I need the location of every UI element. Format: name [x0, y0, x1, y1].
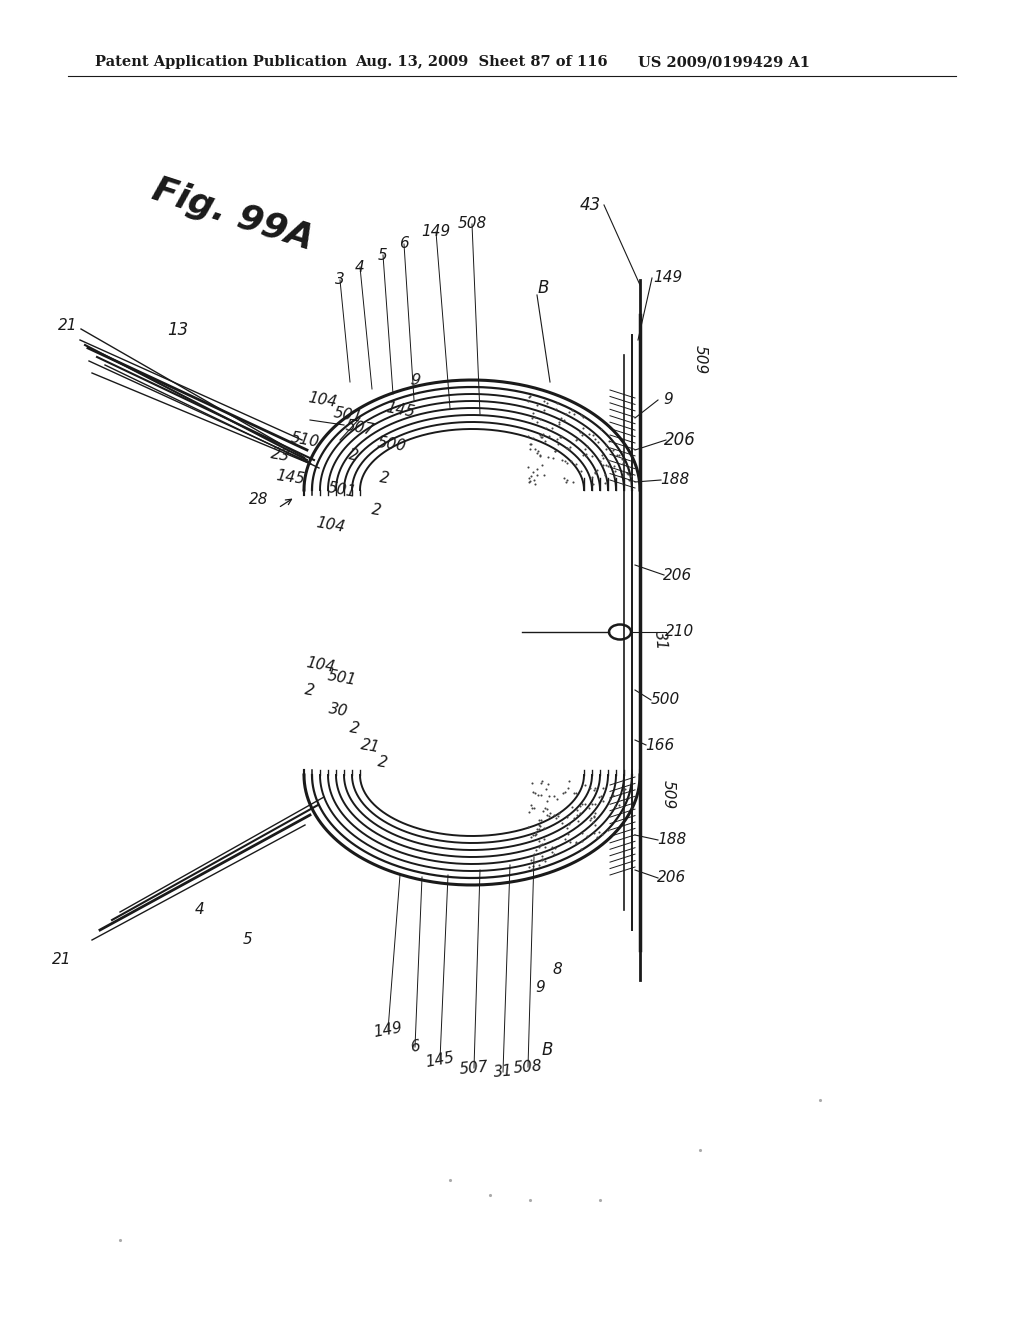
Text: Patent Application Publication: Patent Application Publication [95, 55, 347, 69]
Ellipse shape [609, 624, 631, 639]
Text: 9: 9 [664, 392, 673, 408]
Text: B: B [542, 1041, 553, 1059]
Text: B: B [538, 279, 549, 297]
Text: 509: 509 [660, 780, 676, 809]
Text: 31: 31 [651, 630, 669, 651]
Text: 3: 3 [335, 272, 345, 288]
Text: 2: 2 [378, 470, 390, 486]
Text: 145: 145 [384, 400, 416, 420]
Text: 8: 8 [552, 962, 562, 978]
Text: 508: 508 [513, 1059, 543, 1076]
Text: 206: 206 [664, 568, 692, 582]
Text: 510: 510 [290, 430, 321, 450]
Text: 5: 5 [378, 248, 388, 263]
Text: 21: 21 [58, 318, 78, 333]
Text: 6: 6 [399, 236, 409, 252]
Text: 188: 188 [660, 473, 689, 487]
Text: 21: 21 [52, 953, 72, 968]
Text: 13: 13 [167, 321, 188, 339]
Text: 104: 104 [304, 655, 336, 675]
Text: 30: 30 [327, 701, 349, 719]
Text: 188: 188 [657, 833, 687, 847]
Text: US 2009/0199429 A1: US 2009/0199429 A1 [638, 55, 810, 69]
Text: 509: 509 [692, 346, 708, 375]
Text: 2: 2 [348, 446, 360, 463]
Text: 500: 500 [377, 436, 408, 454]
Text: 5: 5 [243, 932, 253, 948]
Text: 501: 501 [327, 480, 357, 500]
Text: 9: 9 [536, 981, 545, 995]
Text: 149: 149 [373, 1020, 403, 1040]
Text: 508: 508 [458, 216, 486, 231]
Text: Fig. 99A: Fig. 99A [148, 173, 317, 257]
Text: 4: 4 [196, 903, 205, 917]
Text: 28: 28 [249, 492, 268, 507]
Text: 23: 23 [269, 446, 291, 465]
Text: 2: 2 [370, 502, 382, 519]
Text: 501: 501 [333, 405, 364, 425]
Text: 149: 149 [421, 224, 451, 239]
Text: 145: 145 [274, 469, 305, 487]
Text: 104: 104 [314, 515, 346, 535]
Text: 104: 104 [306, 391, 338, 411]
Text: 166: 166 [645, 738, 675, 752]
Text: 145: 145 [424, 1051, 456, 1071]
Text: 206: 206 [657, 870, 687, 886]
Text: 507: 507 [344, 418, 376, 438]
Text: Aug. 13, 2009  Sheet 87 of 116: Aug. 13, 2009 Sheet 87 of 116 [355, 55, 607, 69]
Text: 2: 2 [349, 719, 361, 737]
Text: 507: 507 [459, 1059, 489, 1077]
Text: 9: 9 [409, 372, 421, 388]
Text: 206: 206 [664, 432, 696, 449]
Text: 149: 149 [653, 271, 683, 285]
Text: 210: 210 [666, 624, 694, 639]
Text: 501: 501 [327, 668, 357, 688]
Text: 500: 500 [650, 693, 680, 708]
Text: 43: 43 [580, 195, 601, 214]
Text: 2: 2 [304, 681, 316, 698]
Text: 21: 21 [359, 737, 381, 755]
Text: 2: 2 [377, 754, 389, 771]
Text: 4: 4 [355, 260, 365, 275]
Text: 31: 31 [493, 1064, 513, 1080]
Text: 6: 6 [409, 1039, 421, 1055]
